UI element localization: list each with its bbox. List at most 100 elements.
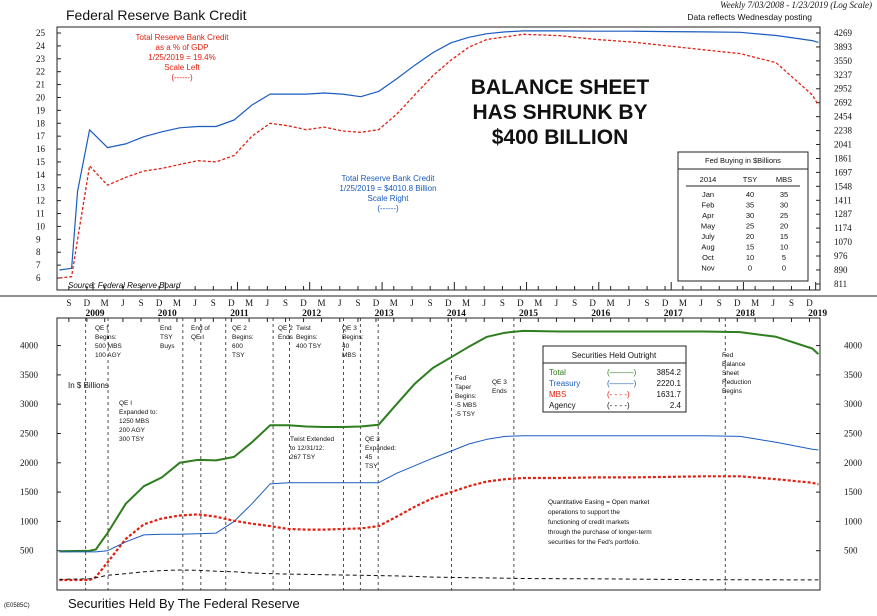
agency-holdings-line xyxy=(59,569,819,581)
buying-table-cell: Feb xyxy=(702,201,715,210)
month-tick-label: D xyxy=(84,298,91,308)
month-tick-label: M xyxy=(173,298,181,308)
buying-table-cell: 25 xyxy=(780,211,788,220)
mbs-holdings-line xyxy=(59,475,819,582)
annotation-end-tsy-buys: TSY xyxy=(160,334,173,341)
gdp-series-label: 1/25/2019 = 19.4% xyxy=(148,53,215,62)
right-axis-tick-label: 890 xyxy=(834,265,848,275)
month-tick-label: D xyxy=(517,298,524,308)
bottom-right-axis-label: 500 xyxy=(844,546,858,556)
annotation-end-qe1: QE I xyxy=(191,334,204,341)
holdings-legend-value: 1631.7 xyxy=(657,390,682,399)
right-axis-tick-label: 1174 xyxy=(834,223,852,233)
annotation-qe2-begins: TSY xyxy=(232,352,245,359)
annotation-qe2-begins: Begins: xyxy=(232,334,254,341)
month-tick-label: J xyxy=(627,298,631,308)
bottom-right-axis-label: 2500 xyxy=(844,428,863,438)
left-axis-tick-label: 21 xyxy=(36,80,45,90)
buying-table-cell: 40 xyxy=(746,190,754,199)
buying-table-cell: 5 xyxy=(782,253,786,262)
month-tick-label: S xyxy=(66,298,71,308)
units-label: In $ Billions xyxy=(68,381,109,390)
buying-table-cell: Nov xyxy=(701,264,715,273)
month-tick-label: J xyxy=(699,298,703,308)
posting-note: Data reflects Wednesday posting xyxy=(687,12,812,22)
left-axis-tick-label: 7 xyxy=(36,260,41,270)
holdings-legend-symbol: (———) xyxy=(607,368,637,377)
right-axis-tick-label: 3893 xyxy=(834,42,853,52)
annotation-fed-taper: Taper xyxy=(455,384,472,391)
date-range-note: Weekly 7/03/2008 - 1/23/2019 (Log Scale) xyxy=(720,0,872,10)
bottom-right-axis-label: 3500 xyxy=(844,370,863,380)
buying-table-cell: 35 xyxy=(746,201,754,210)
left-axis-tick-label: 18 xyxy=(36,118,46,128)
buying-table-cell: Aug xyxy=(701,243,714,252)
annotation-qe1-expanded: 200 AGY xyxy=(119,427,146,434)
qe-definition-note: functioning of credit markets xyxy=(548,519,630,526)
bottom-right-axis-label: 1500 xyxy=(844,487,863,497)
annotation-qe3-expanded: TSY xyxy=(365,463,378,470)
buying-table-cell: 25 xyxy=(746,222,754,231)
month-tick-label: S xyxy=(572,298,577,308)
annotation-qe1-begins: 500 MBS xyxy=(95,343,122,350)
left-axis-tick-label: 24 xyxy=(36,41,46,51)
qe-definition-note: through the purchase of longer-term xyxy=(548,529,652,536)
year-label: 2009 xyxy=(86,309,105,319)
left-axis-tick-label: 10 xyxy=(36,221,46,231)
month-tick-label: S xyxy=(283,298,288,308)
month-tick-label: M xyxy=(679,298,687,308)
left-axis-tick-label: 16 xyxy=(36,144,46,154)
headline-callout: BALANCE SHEET xyxy=(471,76,650,99)
credit-series-label: Total Reserve Bank Credit xyxy=(342,174,436,183)
annotation-qe3-begins: Begins: xyxy=(342,334,364,341)
year-label: 2012 xyxy=(302,309,321,319)
annotation-qe3-ends: QE 3 xyxy=(492,379,507,386)
headline-callout: HAS SHRUNK BY xyxy=(472,101,647,124)
buying-table-cell: Oct xyxy=(702,253,715,262)
right-axis-tick-label: 2041 xyxy=(834,140,852,150)
month-tick-label: S xyxy=(428,298,433,308)
left-axis-tick-label: 12 xyxy=(36,196,45,206)
left-axis-tick-label: 17 xyxy=(36,131,46,141)
holdings-legend-symbol: (- - - -) xyxy=(607,401,630,410)
headline-callout: $400 BILLION xyxy=(492,126,629,149)
bottom-left-axis-label: 1500 xyxy=(20,487,39,497)
credit-gdp-line xyxy=(59,33,819,279)
right-axis-tick-label: 2238 xyxy=(834,126,853,136)
qe-definition-note: securities for the Fed's portfolio. xyxy=(548,539,640,546)
month-tick-label: J xyxy=(338,298,342,308)
month-tick-label: S xyxy=(789,298,794,308)
annotation-qe1-expanded: 300 TSY xyxy=(119,436,145,443)
bottom-left-axis-label: 2500 xyxy=(20,428,39,438)
annotation-twist-begins: 400 TSY xyxy=(296,343,322,350)
annotation-qe1-expanded: 1250 MBS xyxy=(119,418,150,425)
month-tick-label: M xyxy=(462,298,470,308)
annotation-fed-taper: -5 TSY xyxy=(455,411,476,418)
month-tick-label: J xyxy=(266,298,270,308)
gdp-series-label: Scale Left xyxy=(164,63,200,72)
month-tick-label: J xyxy=(121,298,125,308)
month-tick-label: M xyxy=(534,298,542,308)
source-note: Source: Federal Reserve Board xyxy=(68,281,181,290)
bottom-left-axis-label: 3500 xyxy=(20,370,39,380)
right-axis-tick-label: 4269 xyxy=(834,28,853,38)
annotation-qe2-begins: 600 xyxy=(232,343,243,350)
buying-table-cell: 0 xyxy=(748,264,752,273)
left-axis-tick-label: 19 xyxy=(36,105,46,115)
holdings-legend-box xyxy=(542,345,687,413)
annotation-qe1-expanded: QE I xyxy=(119,400,132,407)
month-tick-label: D xyxy=(806,298,813,308)
gdp-series-label: as a % of GDP xyxy=(156,43,209,52)
buying-table-cell: 15 xyxy=(780,232,788,241)
right-axis-tick-label: 976 xyxy=(834,251,848,261)
buying-table-cell: Jan xyxy=(702,190,714,199)
annotation-qe2-ends: QE 2 xyxy=(278,325,293,332)
buying-table-header: TSY xyxy=(743,175,758,184)
annotation-qe3-expanded: Expanded: xyxy=(365,445,396,452)
annotation-twist-extended: Twist Extended xyxy=(290,436,334,443)
right-axis-tick-label: 2952 xyxy=(834,84,852,94)
year-label: 2017 xyxy=(664,309,683,319)
month-tick-label: S xyxy=(717,298,722,308)
month-tick-label: J xyxy=(193,298,197,308)
buying-table-header: MBS xyxy=(776,175,792,184)
